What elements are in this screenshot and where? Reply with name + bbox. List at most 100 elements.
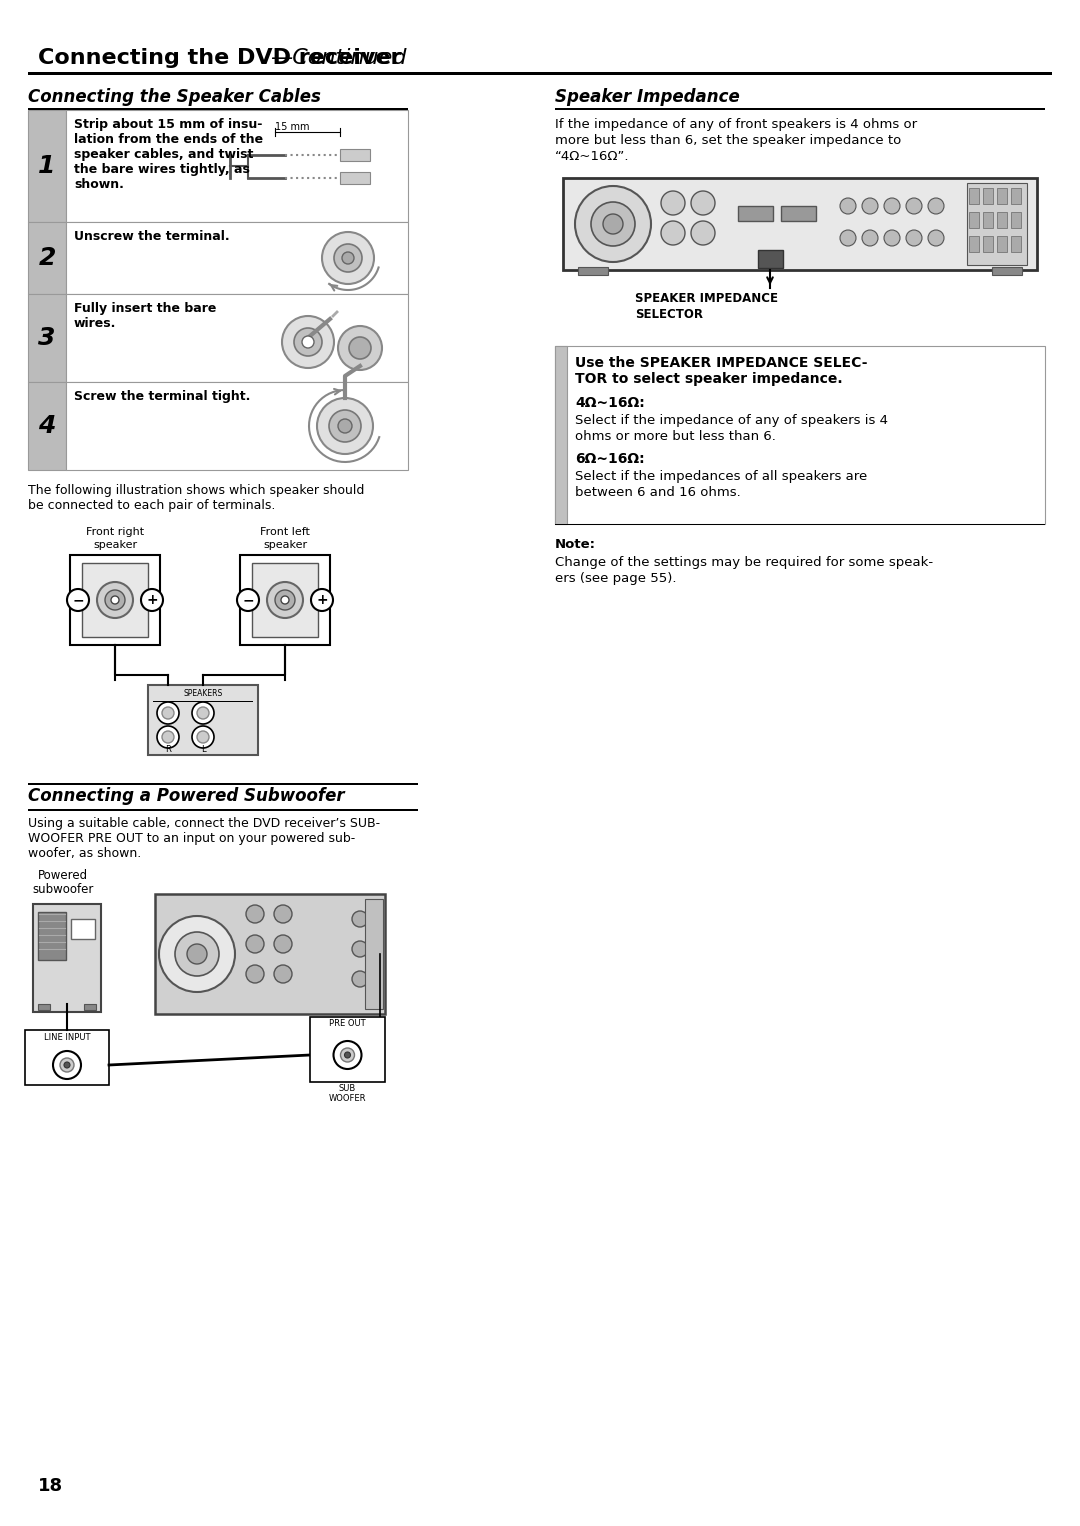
Bar	[365, 899, 383, 1009]
Bar	[555, 346, 1045, 523]
Circle shape	[691, 191, 715, 215]
Bar	[240, 555, 330, 645]
Text: Connecting the Speaker Cables: Connecting the Speaker Cables	[28, 89, 321, 105]
Bar	[997, 237, 1007, 252]
Circle shape	[322, 232, 374, 284]
Text: 4Ω~16Ω:: 4Ω~16Ω:	[575, 397, 645, 410]
Text: 15 mm: 15 mm	[275, 122, 310, 133]
Bar	[66, 382, 408, 470]
Circle shape	[157, 702, 179, 723]
Bar	[28, 295, 66, 382]
Circle shape	[349, 337, 372, 359]
Text: speaker: speaker	[93, 540, 137, 549]
Circle shape	[862, 230, 878, 246]
Text: speaker: speaker	[262, 540, 307, 549]
Text: Use the SPEAKER IMPEDANCE SELEC-: Use the SPEAKER IMPEDANCE SELEC-	[575, 356, 867, 369]
Text: SELECTOR: SELECTOR	[635, 308, 703, 320]
Text: —Continued: —Continued	[270, 47, 406, 69]
Text: 1: 1	[38, 154, 56, 179]
Circle shape	[197, 707, 210, 719]
Text: 4: 4	[38, 414, 56, 438]
Bar	[33, 903, 102, 1012]
Text: 6Ω~16Ω:: 6Ω~16Ω:	[575, 452, 645, 465]
Bar	[66, 295, 408, 382]
Circle shape	[197, 731, 210, 743]
Bar	[38, 913, 66, 960]
Circle shape	[162, 707, 174, 719]
Text: Connecting a Powered Subwoofer: Connecting a Powered Subwoofer	[28, 787, 345, 806]
Text: SPEAKER IMPEDANCE: SPEAKER IMPEDANCE	[635, 291, 778, 305]
Circle shape	[157, 726, 179, 748]
Text: between 6 and 16 ohms.: between 6 and 16 ohms.	[575, 485, 741, 499]
Text: subwoofer: subwoofer	[32, 884, 94, 896]
Bar	[983, 188, 993, 204]
Bar	[25, 1030, 109, 1085]
Bar	[156, 894, 384, 1013]
Circle shape	[192, 702, 214, 723]
Circle shape	[338, 420, 352, 433]
Bar	[66, 221, 408, 295]
Circle shape	[53, 1051, 81, 1079]
Bar	[781, 206, 816, 221]
Circle shape	[340, 1048, 354, 1062]
Circle shape	[175, 932, 219, 977]
Circle shape	[97, 581, 133, 618]
Bar	[28, 110, 66, 221]
Bar	[252, 563, 318, 636]
Text: Note:: Note:	[555, 539, 596, 551]
Bar	[71, 919, 95, 938]
Circle shape	[906, 198, 922, 214]
Circle shape	[329, 410, 361, 443]
Text: more but less than 6, set the speaker impedance to: more but less than 6, set the speaker im…	[555, 134, 901, 146]
Circle shape	[334, 1041, 362, 1070]
Text: Using a suitable cable, connect the DVD receiver’s SUB-: Using a suitable cable, connect the DVD …	[28, 816, 380, 830]
Bar	[758, 250, 783, 269]
Bar	[997, 212, 1007, 227]
Circle shape	[274, 905, 292, 923]
Bar	[997, 188, 1007, 204]
Circle shape	[342, 252, 354, 264]
Text: If the impedance of any of front speakers is 4 ohms or: If the impedance of any of front speaker…	[555, 118, 917, 131]
Circle shape	[334, 244, 362, 272]
Circle shape	[281, 597, 289, 604]
Bar	[1011, 212, 1021, 227]
Bar	[340, 172, 370, 185]
Text: 3: 3	[38, 327, 56, 349]
Text: 2: 2	[38, 246, 56, 270]
Circle shape	[275, 591, 295, 610]
Text: TOR to select speaker impedance.: TOR to select speaker impedance.	[575, 372, 842, 386]
Circle shape	[338, 327, 382, 369]
Bar	[340, 150, 370, 162]
Circle shape	[928, 198, 944, 214]
Text: Select if the impedances of all speakers are: Select if the impedances of all speakers…	[575, 470, 867, 484]
Circle shape	[192, 726, 214, 748]
Bar	[28, 221, 66, 295]
Text: −: −	[72, 594, 84, 607]
Circle shape	[246, 935, 264, 954]
Circle shape	[246, 905, 264, 923]
Circle shape	[862, 198, 878, 214]
Text: Strip about 15 mm of insu-
lation from the ends of the
speaker cables, and twist: Strip about 15 mm of insu- lation from t…	[75, 118, 264, 191]
Circle shape	[906, 230, 922, 246]
Circle shape	[345, 1051, 351, 1058]
Circle shape	[105, 591, 125, 610]
Bar	[967, 183, 1027, 266]
Bar	[84, 1004, 96, 1010]
Text: Powered: Powered	[38, 868, 89, 882]
Circle shape	[661, 221, 685, 246]
Circle shape	[141, 589, 163, 610]
Bar	[983, 237, 993, 252]
Circle shape	[591, 201, 635, 246]
Circle shape	[187, 945, 207, 964]
Circle shape	[311, 589, 333, 610]
Text: PRE OUT: PRE OUT	[329, 1019, 366, 1029]
Text: woofer, as shown.: woofer, as shown.	[28, 847, 141, 861]
Circle shape	[267, 581, 303, 618]
Text: ers (see page 55).: ers (see page 55).	[555, 572, 676, 584]
Bar	[1011, 188, 1021, 204]
Text: 18: 18	[38, 1477, 63, 1495]
Bar	[82, 563, 148, 636]
Text: +: +	[316, 594, 328, 607]
Text: WOOFER PRE OUT to an input on your powered sub-: WOOFER PRE OUT to an input on your power…	[28, 832, 355, 845]
Circle shape	[603, 214, 623, 233]
